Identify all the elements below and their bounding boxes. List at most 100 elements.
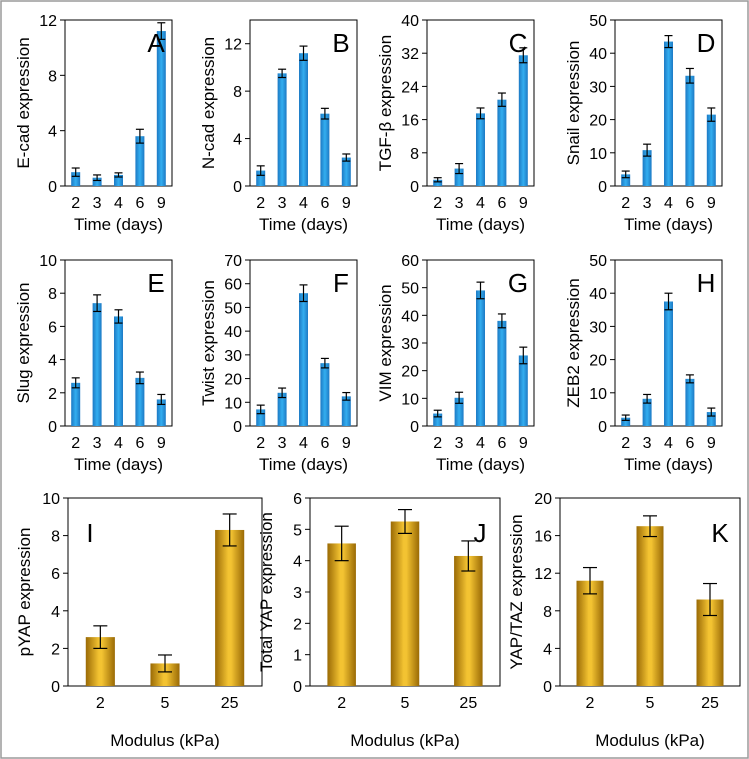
- y-tick-label: 3: [293, 585, 302, 602]
- y-tick-label: 20: [224, 372, 242, 389]
- bar: [642, 398, 652, 426]
- panel-letter: C: [509, 28, 528, 58]
- x-tick-label: 2: [586, 695, 595, 712]
- bar: [135, 136, 145, 186]
- y-axis-label: N-cad expression: [199, 37, 218, 169]
- y-tick-label: 30: [589, 79, 607, 96]
- y-tick-label: 10: [42, 491, 60, 508]
- panel-f: 0 10 20 30 40 50 60 70 2 3 4 6 9 Time (days) Twist exp…: [199, 253, 358, 474]
- x-tick-label: 4: [476, 195, 485, 212]
- x-tick-label: 4: [114, 435, 123, 452]
- panel-letter: I: [86, 518, 93, 548]
- bar: [92, 177, 102, 186]
- x-tick-label: 2: [621, 195, 630, 212]
- bar: [114, 174, 123, 186]
- bar: [706, 114, 716, 186]
- y-tick-label: 30: [401, 336, 419, 353]
- x-axis-label: Time (days): [74, 455, 163, 474]
- y-tick-label: 10: [589, 146, 607, 163]
- x-tick-label: 4: [299, 195, 308, 212]
- x-tick-label: 3: [643, 195, 652, 212]
- bar: [454, 168, 464, 186]
- x-tick-label: 9: [519, 195, 528, 212]
- y-tick-label: 10: [401, 391, 419, 408]
- x-tick-label: 9: [157, 195, 166, 212]
- x-tick-label: 6: [135, 195, 144, 212]
- y-tick-label: 30: [224, 348, 242, 365]
- y-tick-label: 30: [589, 319, 607, 336]
- y-tick-label: 12: [39, 13, 57, 30]
- y-tick-label: 8: [51, 529, 60, 546]
- y-tick-label: 0: [598, 179, 607, 196]
- y-tick-label: 0: [233, 419, 242, 436]
- bar: [476, 113, 485, 186]
- panel-letter: H: [697, 268, 716, 298]
- x-axis-label: Modulus (kPa): [110, 731, 220, 750]
- x-tick-label: 6: [320, 435, 329, 452]
- y-tick-label: 20: [534, 491, 552, 508]
- y-axis-label: Slug expression: [14, 283, 33, 404]
- y-tick-label: 50: [589, 253, 607, 270]
- panel-letter: D: [697, 28, 716, 58]
- bar: [135, 377, 145, 426]
- y-tick-label: 20: [401, 364, 419, 381]
- y-tick-label: 4: [543, 641, 552, 658]
- x-tick-label: 25: [701, 695, 719, 712]
- x-tick-label: 25: [221, 695, 239, 712]
- x-tick-label: 4: [114, 195, 123, 212]
- bar: [636, 526, 664, 686]
- bar: [518, 55, 528, 187]
- y-tick-label: 4: [48, 353, 57, 370]
- x-tick-label: 6: [685, 195, 694, 212]
- y-tick-label: 8: [410, 146, 419, 163]
- y-tick-label: 50: [589, 13, 607, 30]
- x-tick-label: 6: [497, 435, 506, 452]
- bar: [497, 99, 507, 186]
- y-tick-label: 0: [48, 419, 57, 436]
- x-tick-label: 9: [157, 435, 166, 452]
- x-tick-label: 25: [459, 695, 477, 712]
- y-tick-label: 0: [598, 419, 607, 436]
- x-tick-label: 4: [299, 435, 308, 452]
- y-tick-label: 40: [401, 13, 419, 30]
- x-axis-label: Time (days): [624, 215, 713, 234]
- y-tick-label: 4: [293, 554, 302, 571]
- y-tick-label: 16: [534, 529, 552, 546]
- panel-letter: A: [147, 28, 165, 58]
- x-axis-label: Time (days): [259, 455, 348, 474]
- bar: [497, 320, 507, 426]
- y-tick-label: 50: [224, 300, 242, 317]
- panel-letter: J: [474, 518, 487, 548]
- y-tick-label: 60: [401, 253, 419, 270]
- bar: [664, 301, 673, 426]
- y-tick-label: 0: [543, 679, 552, 696]
- panel-letter: G: [508, 268, 528, 298]
- bar: [664, 41, 673, 186]
- x-tick-label: 3: [278, 195, 287, 212]
- x-tick-label: 5: [646, 695, 655, 712]
- y-tick-label: 0: [293, 679, 302, 696]
- y-axis-label: Snail expression: [564, 41, 583, 166]
- panel-letter: F: [333, 268, 349, 298]
- bar: [156, 31, 166, 186]
- y-tick-label: 40: [401, 308, 419, 325]
- bar: [433, 179, 443, 186]
- x-tick-label: 3: [455, 195, 464, 212]
- x-tick-label: 9: [519, 435, 528, 452]
- y-tick-label: 0: [410, 419, 419, 436]
- panel-c: 0 8 16 24 32 40 2 3 4 6 9 Time (days) TGF-β expressi…: [376, 13, 535, 234]
- x-axis-label: Time (days): [436, 215, 525, 234]
- x-axis-label: Modulus (kPa): [595, 731, 705, 750]
- x-tick-label: 2: [71, 435, 80, 452]
- panel-d: 0 10 20 30 40 50 2 3 4 6 9 Time (days) Snail express…: [564, 13, 723, 234]
- y-tick-label: 8: [48, 68, 57, 85]
- bar: [390, 521, 420, 686]
- y-tick-label: 40: [589, 46, 607, 63]
- bar: [685, 75, 695, 186]
- x-tick-label: 6: [135, 435, 144, 452]
